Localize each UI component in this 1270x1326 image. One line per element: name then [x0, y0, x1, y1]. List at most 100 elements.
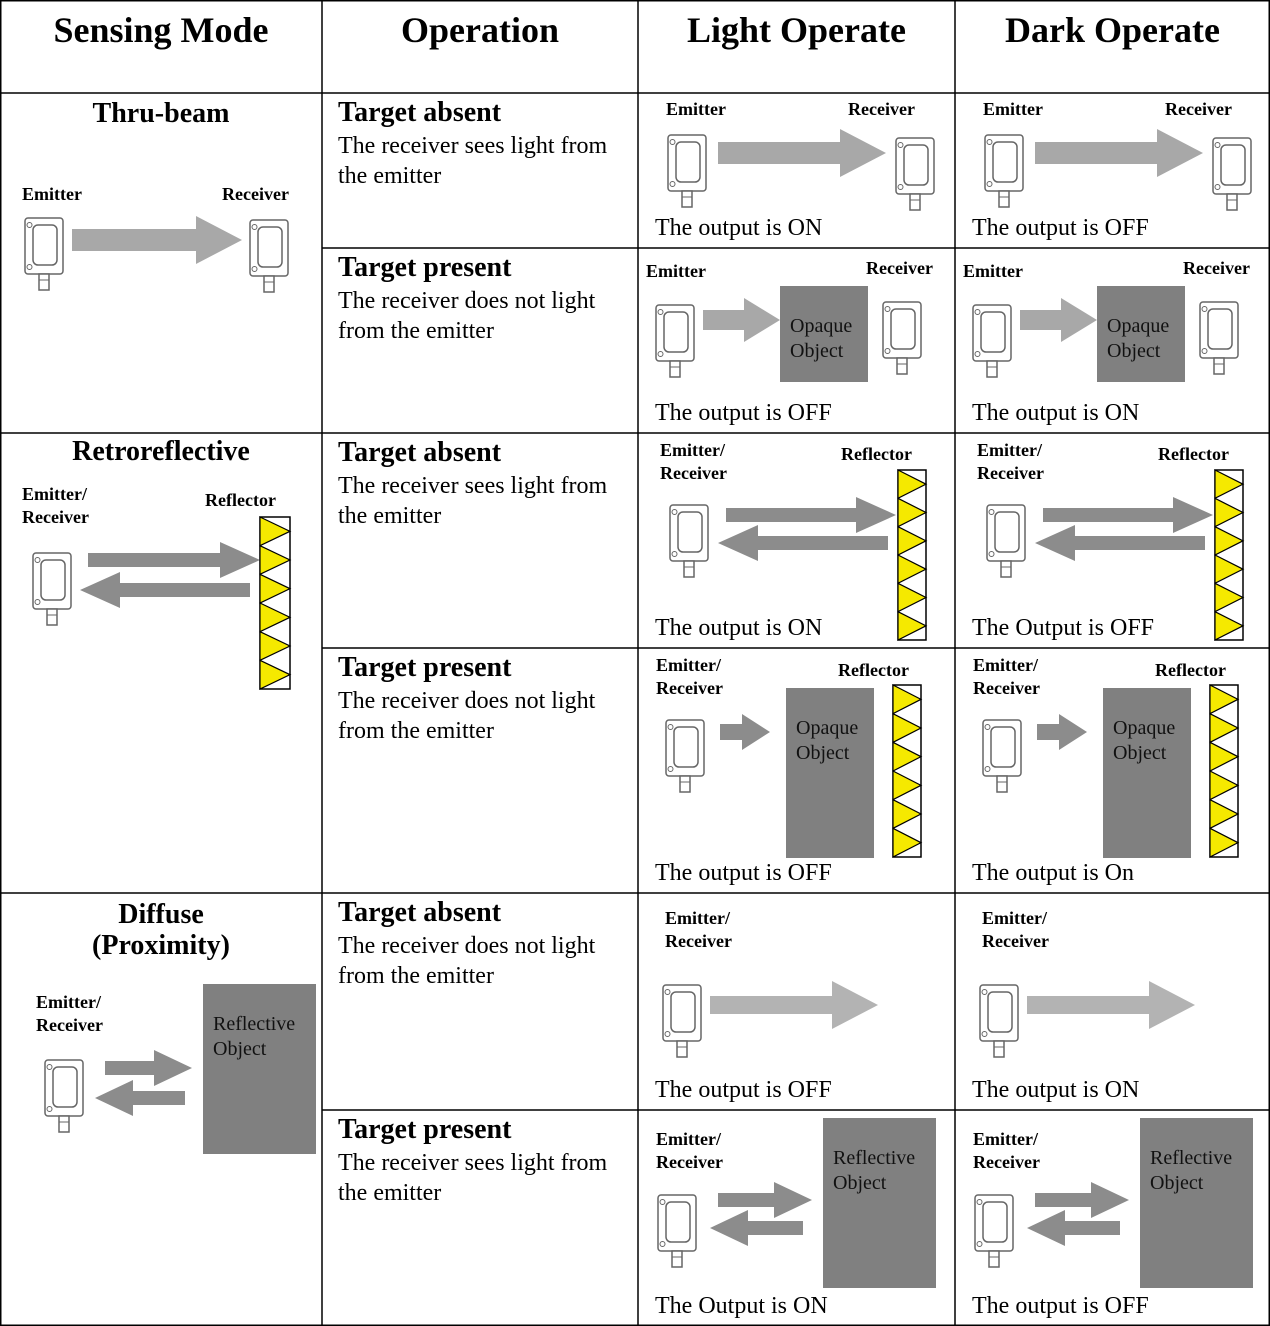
sensor-screw — [988, 551, 995, 557]
emitter-label: Emitter/ Receiver — [36, 992, 103, 1036]
reflector-prism — [897, 469, 928, 500]
sensor-stem — [676, 1040, 688, 1058]
reflector-label: Reflector — [841, 444, 912, 464]
sensor-window — [40, 559, 66, 601]
sensor-window — [675, 141, 701, 183]
sensor-screw — [251, 224, 258, 230]
sensor-screw — [976, 1241, 983, 1247]
reflector-prism — [1209, 798, 1240, 830]
sensor-screw — [988, 509, 995, 515]
sensor-screw — [986, 181, 993, 187]
emitter-label: Emitter — [983, 99, 1043, 119]
sensor-stem — [998, 190, 1010, 208]
light-beam-arrow — [72, 216, 242, 264]
reflector-prism — [1209, 712, 1240, 744]
reflector-prism — [1214, 554, 1245, 585]
sensor-icon — [986, 504, 1026, 578]
object-label: Opaque Object — [1113, 717, 1176, 764]
sensor-icon — [1199, 301, 1239, 375]
light-beam-arrow — [105, 1050, 192, 1086]
operation-description: The receiver sees light from the emitter — [338, 1150, 608, 1206]
sensor-screw — [981, 989, 988, 995]
light-beam-arrow — [88, 542, 260, 578]
output-state: The output is OFF — [655, 1077, 832, 1103]
reflector-prism — [897, 497, 928, 528]
sensor-screw — [671, 509, 678, 515]
sensor-screw — [667, 724, 674, 730]
target-object — [780, 286, 868, 382]
sensor-screw — [884, 348, 891, 354]
receiver-label: Receiver — [222, 184, 289, 204]
sensor-screw — [671, 551, 678, 557]
sensor-stem — [896, 357, 908, 375]
sensor-icon — [895, 137, 935, 211]
reflector-prism — [1209, 827, 1240, 858]
sensor-window — [994, 511, 1020, 553]
sensor-stem — [1213, 357, 1225, 375]
target-object — [1097, 286, 1185, 382]
sensor-stem — [58, 1115, 70, 1133]
emitter-label: Emitter — [666, 99, 726, 119]
sensor-screw — [26, 222, 33, 228]
reflector-prism — [892, 684, 923, 715]
reflector-prism — [1209, 770, 1240, 801]
sensor-screw — [34, 557, 41, 563]
output-state: The Output is ON — [655, 1293, 828, 1319]
output-state: The output is OFF — [655, 860, 832, 886]
sensor-stem — [993, 1040, 1005, 1058]
operation-description: The receiver does not light from the emi… — [338, 688, 596, 744]
light-beam-arrow — [1020, 298, 1097, 342]
receiver-label: Receiver — [1183, 258, 1250, 278]
sensor-screw — [897, 142, 904, 148]
sensor-screw — [657, 309, 664, 315]
receiver-label: Receiver — [848, 99, 915, 119]
sensor-window — [982, 1201, 1008, 1243]
sensor-stem — [988, 1250, 1000, 1268]
sensor-icon — [1212, 137, 1252, 211]
sensor-window — [677, 511, 703, 553]
object-label: Opaque Object — [1107, 315, 1170, 362]
reflector-prism — [897, 554, 928, 585]
reflector-prism — [259, 659, 292, 690]
light-beam-arrow — [710, 1210, 803, 1246]
column-header: Operation — [401, 10, 559, 50]
emitter-label: Emitter/ Receiver — [656, 655, 723, 699]
emitter-label: Emitter/ Receiver — [973, 1129, 1040, 1173]
sensor-icon — [669, 504, 709, 578]
light-beam-arrow — [718, 525, 888, 561]
target-object — [1140, 1118, 1253, 1288]
object-label: Opaque Object — [790, 315, 853, 362]
reflector-label: Reflector — [205, 490, 276, 510]
reflector-prism — [259, 573, 292, 604]
reflector-strip — [1214, 469, 1244, 641]
sensor-window — [990, 726, 1016, 768]
sensor-window — [903, 144, 929, 186]
reflector-prism — [259, 544, 292, 576]
reflector-prism — [892, 712, 923, 744]
mode-title: Thru-beam — [92, 98, 230, 129]
light-beam-arrow — [95, 1080, 185, 1116]
sensor-icon — [32, 552, 72, 626]
reflector-prism — [259, 630, 292, 662]
sensor-stem — [996, 775, 1008, 793]
reflector-prism — [897, 582, 928, 613]
mode-title: Diffuse (Proximity) — [92, 899, 230, 962]
sensor-screw — [664, 989, 671, 995]
sensor-screw — [974, 309, 981, 315]
operation-title: Target absent — [338, 97, 502, 128]
receiver-label: Receiver — [866, 258, 933, 278]
emitter-label: Emitter/ Receiver — [656, 1129, 723, 1173]
light-beam-arrow — [1037, 714, 1087, 750]
sensor-window — [32, 224, 58, 266]
emitter-label: Emitter — [646, 261, 706, 281]
column-header: Dark Operate — [1005, 10, 1220, 50]
reflector-prism — [1214, 525, 1245, 556]
sensor-screw — [34, 599, 41, 605]
sensor-screw — [667, 766, 674, 772]
sensor-window — [52, 1066, 78, 1108]
sensor-window — [663, 311, 689, 353]
sensor-screw — [984, 724, 991, 730]
emitter-label: Emitter — [963, 261, 1023, 281]
light-beam-arrow — [718, 129, 886, 177]
